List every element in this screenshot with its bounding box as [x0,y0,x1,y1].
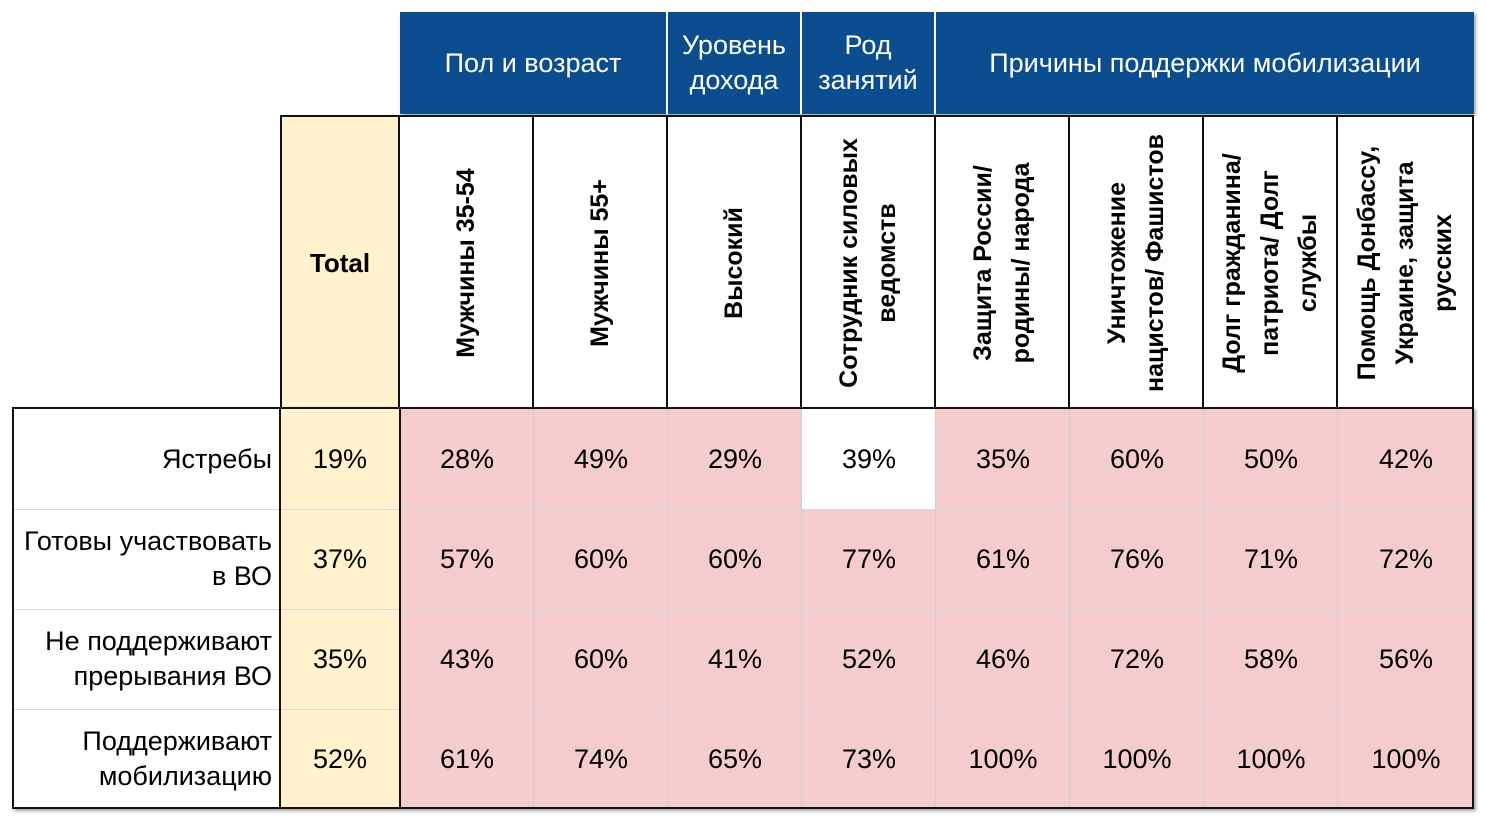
value-cell: 100% [1204,709,1338,809]
value-cell: 60% [668,509,802,609]
value-cell: 73% [802,709,936,809]
value-cell: 100% [1338,709,1474,809]
column-header-label: Высокий [720,207,748,319]
column-header-5: Уничтожение нацистов/ Фашистов [1070,115,1204,409]
value-cell: 52% [802,609,936,709]
column-divider [1337,409,1338,809]
column-group-2: Род занятий [802,12,936,114]
column-header-4: Защита России/ родины/ народа [936,115,1070,409]
column-divider [1069,409,1070,809]
column-group-3: Причины поддержки мобилизации [936,12,1474,114]
column-divider [667,409,668,809]
value-cell: 65% [668,709,802,809]
total-column-header: Total [280,115,400,409]
row-label: Ястребы [14,409,280,509]
column-header-1: Мужчины 55+ [534,115,668,409]
value-cell: 43% [400,609,534,709]
value-cell: 77% [802,509,936,609]
row-label: Не поддерживают прерывания ВО [14,609,280,709]
value-cell: 29% [668,409,802,509]
row-divider [14,509,1474,510]
column-header-label: Уничтожение нацистов/ Фашистов [1103,134,1169,392]
column-header-label: Сотрудник силовых ведомств [835,138,901,388]
value-cell: 49% [534,409,668,509]
value-cell: 72% [1338,509,1474,609]
row-label: Готовы участвовать в ВО [14,509,280,609]
value-cell: 35% [936,409,1070,509]
value-cell: 100% [936,709,1070,809]
value-cell: 60% [534,609,668,709]
row-divider [14,609,1474,610]
value-cell: 72% [1070,609,1204,709]
value-cell: 61% [936,509,1070,609]
column-divider [801,409,802,809]
column-header-label: Защита России/ родины/ народа [969,162,1035,364]
column-group-1: Уровень дохода [668,12,802,114]
value-cell: 58% [1204,609,1338,709]
total-cell: 19% [280,409,400,509]
value-cell: 60% [534,509,668,609]
value-cell: 74% [534,709,668,809]
column-group-label: Род занятий [818,30,918,95]
column-divider [1203,409,1204,809]
column-header-6: Долг гражданина/ патриота/ Долг службы [1204,115,1338,409]
value-cell: 57% [400,509,534,609]
value-cell: 50% [1204,409,1338,509]
value-cell: 39% [802,409,936,509]
value-cell: 41% [668,609,802,709]
value-cell: 60% [1070,409,1204,509]
column-divider [399,409,401,809]
column-divider [935,409,936,809]
column-group-label: Пол и возраст [444,47,622,78]
total-cell: 35% [280,609,400,709]
value-cell: 71% [1204,509,1338,609]
column-header-label: Помощь Донбассу, Украине, защита русских [1353,145,1457,381]
total-header-label: Total [309,247,371,278]
column-header-label: Мужчины 35-54 [452,168,480,358]
total-cell: 37% [280,509,400,609]
column-header-2: Высокий [668,115,802,409]
value-cell: 56% [1338,609,1474,709]
column-divider [279,409,281,809]
value-cell: 61% [400,709,534,809]
column-header-3: Сотрудник силовых ведомств [802,115,936,409]
value-cell: 42% [1338,409,1474,509]
column-header-7: Помощь Донбассу, Украине, защита русских [1338,115,1474,409]
column-divider [533,409,534,809]
value-cell: 100% [1070,709,1204,809]
total-cell: 52% [280,709,400,809]
row-divider [14,709,1474,710]
column-group-label: Причины поддержки мобилизации [989,47,1421,78]
value-cell: 46% [936,609,1070,709]
column-group-0: Пол и возраст [400,12,668,114]
column-header-label: Мужчины 55+ [586,179,614,347]
value-cell: 76% [1070,509,1204,609]
row-label: Поддерживают мобилизацию [14,709,280,809]
value-cell: 28% [400,409,534,509]
column-header-label: Долг гражданина/ патриота/ Долг службы [1218,153,1322,373]
column-group-label: Уровень дохода [681,30,786,95]
column-header-0: Мужчины 35-54 [400,115,534,409]
